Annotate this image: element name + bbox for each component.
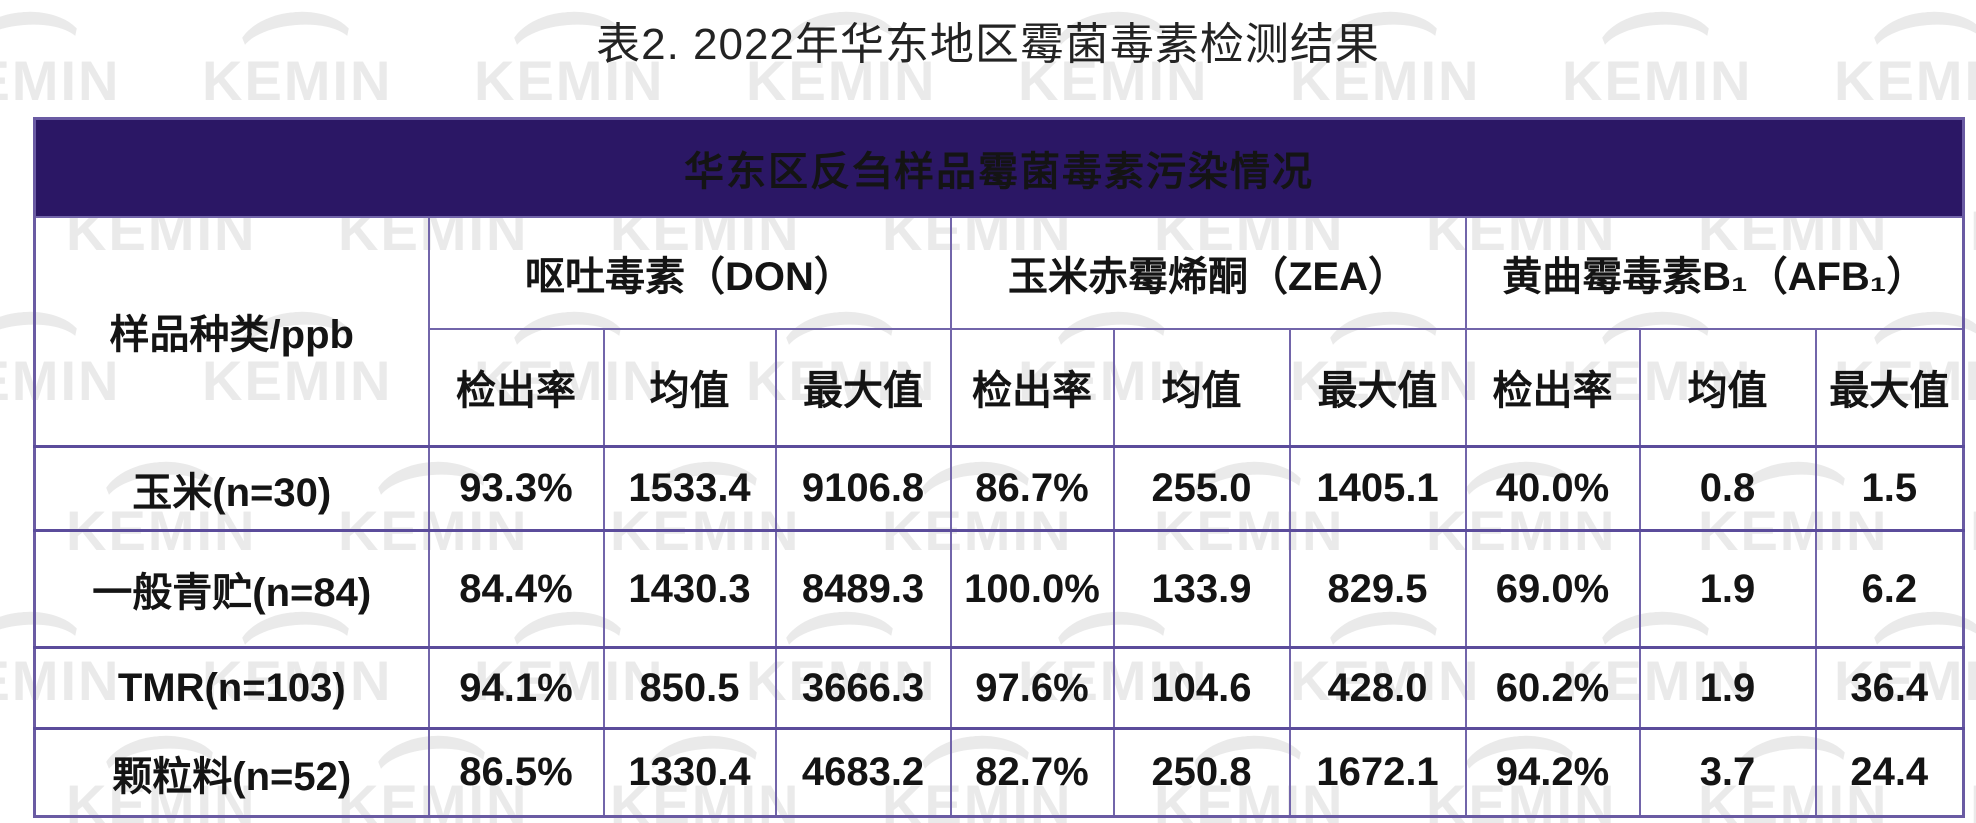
value-cell: 4683.2 [774, 727, 952, 818]
table-banner-title: 华东区反刍样品霉菌毒素污染情况 [33, 117, 1965, 218]
page-title: 表2. 2022年华东地区霉菌毒素检测结果 [596, 20, 1380, 69]
value-cell: 1330.4 [602, 727, 777, 818]
subheader-max-g2: 最大值 [1814, 327, 1965, 448]
mycotoxin-results-table: 华东区反刍样品霉菌毒素污染情况 样品种类/ppb 呕吐毒素（DON） 玉米赤霉烯… [33, 117, 1966, 818]
table-banner-row: 华东区反刍样品霉菌毒素污染情况 [33, 117, 1965, 218]
subheader-mean-g2: 均值 [1638, 327, 1817, 448]
table-row: 颗粒料(n=52) 86.5% 1330.4 4683.2 82.7% 250.8 1672… [33, 727, 1965, 818]
kemin-watermark: KEMIN [1970, 772, 1976, 823]
subheader-max-g1: 最大值 [1288, 327, 1467, 448]
sample-type-label: TMR(n=103) [33, 646, 430, 730]
value-cell: 0.8 [1638, 445, 1817, 532]
value-cell: 84.4% [427, 529, 605, 649]
value-cell: 6.2 [1814, 529, 1965, 649]
value-cell: 250.8 [1112, 727, 1291, 818]
subheader-detection-rate-g0: 检出率 [427, 327, 605, 448]
value-cell: 97.6% [949, 646, 1115, 730]
sample-type-label: 玉米(n=30) [33, 445, 430, 532]
value-cell: 1533.4 [602, 445, 777, 532]
toxin-group-row: 样品种类/ppb 呕吐毒素（DON） 玉米赤霉烯酮（ZEA） 黄曲霉毒素B₁（A… [33, 215, 1965, 448]
value-cell: 1430.3 [602, 529, 777, 649]
value-cell: 36.4 [1814, 646, 1965, 730]
value-cell: 69.0% [1464, 529, 1641, 649]
sample-type-header: 样品种类/ppb [33, 215, 430, 448]
value-cell: 9106.8 [774, 445, 952, 532]
value-cell: 8489.3 [774, 529, 952, 649]
value-cell: 1405.1 [1288, 445, 1467, 532]
value-cell: 133.9 [1112, 529, 1291, 649]
table-row: 一般青贮(n=84) 84.4% 1430.3 8489.3 100.0% 133.9 82… [33, 529, 1965, 649]
group-header-afb1: 黄曲霉毒素B₁（AFB₁） [1464, 215, 1965, 330]
table-header: 华东区反刍样品霉菌毒素污染情况 样品种类/ppb 呕吐毒素（DON） 玉米赤霉烯… [33, 117, 1965, 448]
value-cell: 829.5 [1288, 529, 1467, 649]
value-cell: 40.0% [1464, 445, 1641, 532]
value-cell: 3.7 [1638, 727, 1817, 818]
value-cell: 1.9 [1638, 646, 1817, 730]
value-cell: 1.9 [1638, 529, 1817, 649]
group-header-don: 呕吐毒素（DON） [427, 215, 952, 330]
table-body: 玉米(n=30) 93.3% 1533.4 9106.8 86.7% 255.0 1405.… [33, 445, 1965, 818]
value-cell: 428.0 [1288, 646, 1467, 730]
table-row: 玉米(n=30) 93.3% 1533.4 9106.8 86.7% 255.0 1405.… [33, 445, 1965, 532]
metric-subheader-row: 检出率 均值 最大值 检出率 均值 最大值 检出率 均值 最大值 [35, 327, 1965, 448]
kemin-watermark-text: KEMIN [1970, 773, 1976, 823]
value-cell: 86.7% [949, 445, 1115, 532]
kemin-watermark: KEMIN [1970, 198, 1976, 263]
value-cell: 94.2% [1464, 727, 1641, 818]
subheader-detection-rate-g2: 检出率 [1464, 327, 1641, 448]
kemin-watermark-text: KEMIN [1970, 499, 1976, 562]
kemin-watermark-text: KEMIN [1970, 199, 1976, 262]
value-cell: 94.1% [427, 646, 605, 730]
group-header-zea: 玉米赤霉烯酮（ZEA） [949, 215, 1467, 330]
subheader-detection-rate-g1: 检出率 [949, 327, 1115, 448]
value-cell: 255.0 [1112, 445, 1291, 532]
value-cell: 104.6 [1112, 646, 1291, 730]
value-cell: 86.5% [427, 727, 605, 818]
kemin-watermark: KEMIN [1970, 498, 1976, 563]
subheader-max-g0: 最大值 [774, 327, 952, 448]
sample-type-label: 颗粒料(n=52) [33, 727, 430, 818]
value-cell: 60.2% [1464, 646, 1641, 730]
value-cell: 1672.1 [1288, 727, 1467, 818]
table-row: TMR(n=103) 94.1% 850.5 3666.3 97.6% 104.6 428.… [33, 646, 1965, 730]
subheader-mean-g0: 均值 [602, 327, 777, 448]
value-cell: 1.5 [1814, 445, 1965, 532]
value-cell: 850.5 [602, 646, 777, 730]
sample-type-label: 一般青贮(n=84) [33, 529, 430, 649]
value-cell: 3666.3 [774, 646, 952, 730]
value-cell: 100.0% [949, 529, 1115, 649]
value-cell: 24.4 [1814, 727, 1965, 818]
value-cell: 82.7% [949, 727, 1115, 818]
subheader-mean-g1: 均值 [1112, 327, 1291, 448]
value-cell: 93.3% [427, 445, 605, 532]
